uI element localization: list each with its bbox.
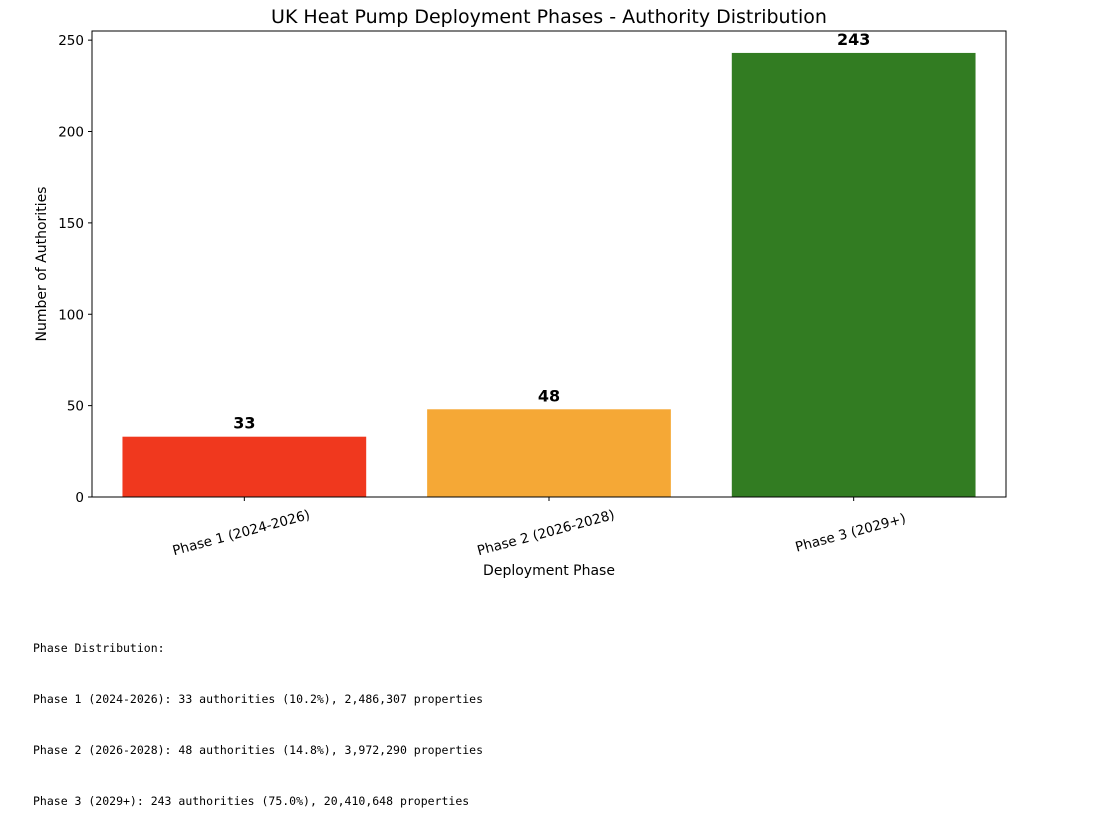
data-label-2: 48	[538, 386, 560, 405]
x-tick-label-2: Phase 2 (2026-2028)	[476, 507, 617, 559]
y-tick-label-250: 250	[58, 33, 84, 49]
bar-1	[122, 436, 367, 497]
y-tick-label-200: 200	[58, 125, 84, 141]
y-axis-label: Number of Authorities	[34, 187, 50, 342]
x-tick-label-3: Phase 3 (2029+)	[794, 511, 908, 556]
phase-distribution-summary: Phase Distribution: Phase 1 (2024-2026):…	[33, 606, 483, 827]
bar-2	[427, 409, 671, 497]
y-tick-label-0: 0	[75, 490, 84, 506]
summary-line-phase-2: Phase 2 (2026-2028): 48 authorities (14.…	[33, 743, 484, 757]
y-tick-label-150: 150	[58, 216, 84, 232]
summary-heading: Phase Distribution:	[33, 641, 165, 655]
bar-3	[731, 52, 976, 497]
summary-line-phase-1: Phase 1 (2024-2026): 33 authorities (10.…	[33, 692, 484, 706]
x-axis-label: Deployment Phase	[483, 563, 615, 579]
x-tick-label-1: Phase 1 (2024-2026)	[171, 507, 312, 559]
y-tick-label-100: 100	[58, 307, 84, 323]
plot-frame	[91, 30, 1007, 498]
summary-line-phase-3: Phase 3 (2029+): 243 authorities (75.0%)…	[33, 794, 470, 808]
bar-chart: UK Heat Pump Deployment Phases - Authori…	[34, 6, 1007, 579]
y-tick-label-50: 50	[67, 399, 84, 415]
chart-title: UK Heat Pump Deployment Phases - Authori…	[271, 6, 827, 28]
data-label-3: 243	[837, 30, 870, 49]
data-label-1: 33	[233, 414, 255, 433]
plot-area: 33 Phase 1 (2024-2026) 48 Phase 2 (2026-202…	[58, 30, 1007, 559]
